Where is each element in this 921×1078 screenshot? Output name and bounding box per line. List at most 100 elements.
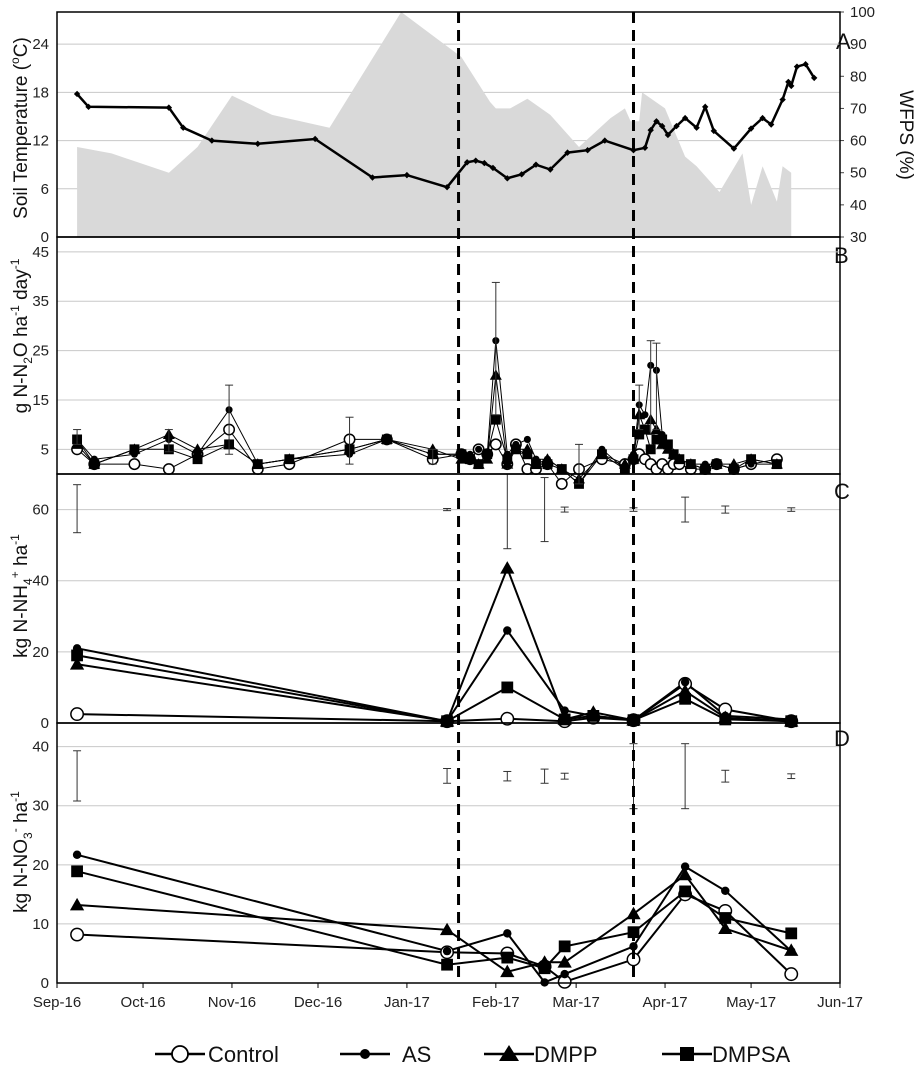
y-tick-label-a: 6	[41, 181, 49, 198]
control-point	[785, 968, 797, 980]
y-tick-label-d: 40	[32, 739, 49, 756]
panel-letter-a: A	[836, 29, 851, 54]
as-point	[702, 461, 709, 468]
n2o-label-c: O ha	[11, 315, 32, 357]
no3-axis-label: kg N-NO3- ha-1	[8, 791, 35, 913]
wfps-tick-label: 50	[850, 165, 867, 182]
nh4-label-a: kg N-NH	[11, 585, 32, 658]
y-tick-label-b: 25	[32, 343, 49, 360]
as-point	[664, 441, 671, 448]
as-point	[621, 466, 628, 473]
no3-label-sub: 3	[21, 832, 35, 839]
control-point	[71, 708, 83, 720]
x-tick-label: May-17	[726, 994, 776, 1011]
as-point	[681, 678, 689, 686]
dmpsa-point	[501, 952, 513, 964]
control-point	[491, 439, 501, 449]
as-point	[676, 456, 683, 463]
as-point	[773, 461, 780, 468]
as-point	[560, 970, 568, 978]
y-tick-label-c: 0	[41, 715, 49, 732]
y-tick-label-b: 45	[32, 244, 49, 261]
as-point	[687, 461, 694, 468]
x-tick-label: Mar-17	[552, 994, 600, 1011]
as-point	[443, 717, 451, 725]
as-point	[524, 436, 531, 443]
dmpp-point	[70, 898, 84, 910]
dmpsa-point	[785, 927, 797, 939]
control-line-d	[77, 894, 791, 981]
x-tick-label: Nov-16	[208, 994, 256, 1011]
as-point	[91, 456, 98, 463]
wfps-tick-label: 30	[850, 229, 867, 246]
wfps-tick-label: 60	[850, 133, 867, 150]
y-tick-label-a: 12	[32, 133, 49, 150]
control-point	[129, 459, 139, 469]
nh4-label-sup: +	[8, 571, 22, 578]
as-point	[254, 461, 261, 468]
legend-label-dmpp: DMPP	[534, 1042, 598, 1067]
soil-temperature-point	[794, 63, 800, 69]
y-tick-label-a: 24	[32, 36, 49, 53]
legend-label-as: AS	[402, 1042, 431, 1067]
y-tick-label-c: 20	[32, 644, 49, 661]
as-point	[544, 456, 551, 463]
x-tick-label: Dec-16	[294, 994, 342, 1011]
as-point	[443, 947, 451, 955]
panel-frame-c	[57, 474, 840, 723]
as-point	[532, 456, 539, 463]
as-point	[721, 712, 729, 720]
as-point	[503, 929, 511, 937]
soil-temperature-axis-label: Soil Temperature (oC)	[8, 37, 32, 219]
as-point	[558, 466, 565, 473]
no3-label-d: ha	[11, 801, 32, 828]
as-point	[589, 712, 597, 720]
panel-letter-c: C	[834, 479, 850, 504]
panel-frame-d	[57, 723, 840, 983]
x-tick-label: Apr-17	[643, 994, 688, 1011]
y-tick-label-d: 20	[32, 857, 49, 874]
wfps-area	[77, 12, 791, 237]
y-tick-label-c: 40	[32, 573, 49, 590]
dmpsa-point	[501, 682, 513, 694]
n2o-label-a: g N-N	[11, 364, 32, 414]
legend-marker-as	[360, 1049, 370, 1059]
as-point	[787, 947, 795, 955]
legend: Control AS DMPP DMPSA	[155, 1042, 791, 1067]
control-point	[71, 928, 83, 940]
y-tick-label-b: 5	[41, 441, 49, 458]
soil-temperature-label-tail: C)	[11, 37, 32, 57]
dmpsa-point	[71, 865, 83, 877]
dmpsa-point	[646, 444, 656, 454]
soil-temperature-label-main: Soil Temperature (	[11, 63, 32, 219]
dmpsa-point	[559, 940, 571, 952]
wfps-tick-label: 100	[850, 4, 875, 21]
control-point	[164, 464, 174, 474]
as-point	[681, 862, 689, 870]
as-point	[383, 436, 390, 443]
x-tick-label: Sep-16	[33, 994, 81, 1011]
x-tick-label: Feb-17	[472, 994, 520, 1011]
panel-letter-d: D	[834, 726, 850, 751]
as-point	[504, 451, 511, 458]
as-point	[659, 431, 666, 438]
as-point	[73, 851, 81, 859]
wfps-tick-label: 90	[850, 36, 867, 53]
x-tick-label: Jan-17	[384, 994, 430, 1011]
as-point	[503, 626, 511, 634]
as-point	[670, 451, 677, 458]
n2o-label-sup2: -1	[8, 258, 22, 269]
no3-label-a: kg N-NO	[11, 839, 32, 913]
wfps-tick-label: 40	[850, 197, 867, 214]
as-point	[286, 456, 293, 463]
dmpp-point	[500, 561, 514, 573]
control-point	[557, 479, 567, 489]
y-tick-label-d: 10	[32, 916, 49, 933]
nh4-label-d: ha	[11, 544, 32, 571]
nh4-label-sup2: -1	[8, 534, 22, 545]
as-point	[598, 446, 605, 453]
y-tick-label-b: 15	[32, 392, 49, 409]
dmpsa-point	[491, 415, 501, 425]
as-point	[641, 411, 648, 418]
as-point	[466, 451, 473, 458]
